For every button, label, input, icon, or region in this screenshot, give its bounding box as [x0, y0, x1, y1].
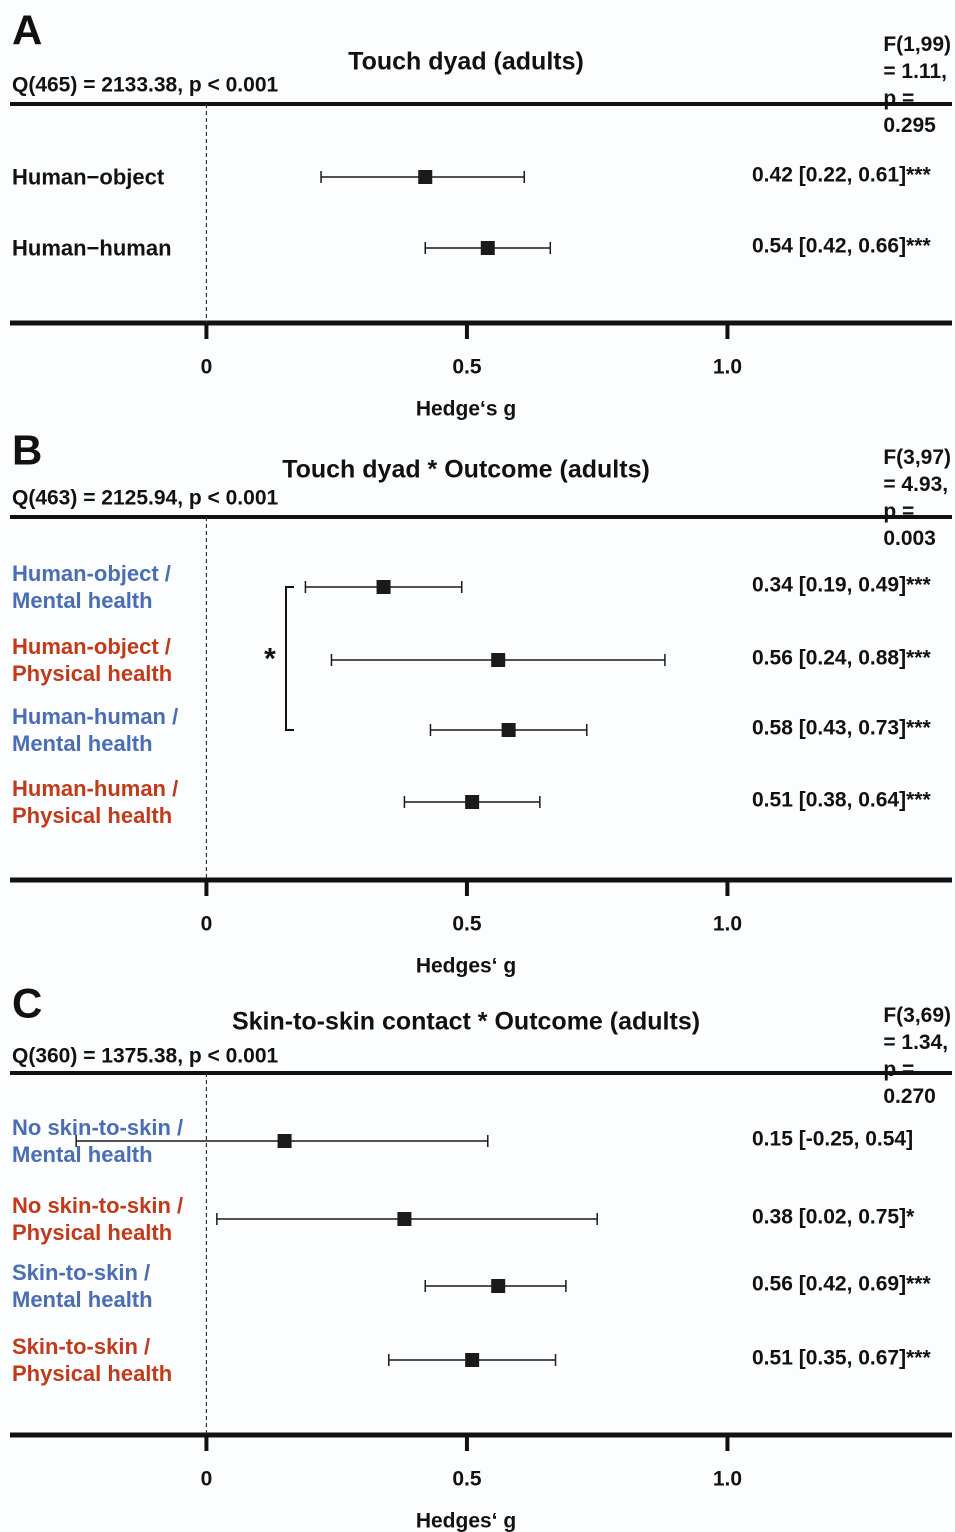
bracket-label: *: [264, 642, 276, 675]
value-label: 0.15 [-0.25, 0.54]: [752, 1127, 914, 1151]
x-tick-label: 1.0: [712, 912, 743, 936]
x-axis-label: Hedges‘ g: [415, 1509, 517, 1532]
panel-letter: A: [12, 6, 43, 54]
value-label: 0.54 [0.42, 0.66]***: [752, 234, 931, 258]
x-tick-label: 0.5: [452, 355, 482, 379]
stats-right: F(3,69) = 1.34, p = 0.270: [883, 1004, 951, 1108]
x-tick-label: 0.5: [452, 912, 482, 936]
x-tick-label: 0.5: [452, 1467, 482, 1491]
point-estimate: [397, 1212, 412, 1226]
x-tick-label: 0: [200, 912, 213, 936]
point-estimate: [491, 1279, 506, 1293]
row-label: Skin-to-skin / Physical health: [12, 1334, 173, 1386]
point-estimate: [418, 170, 433, 184]
value-label: 0.51 [0.38, 0.64]***: [752, 788, 931, 812]
x-tick-label: 1.0: [712, 1467, 743, 1491]
x-axis-label: Hedges‘ g: [415, 954, 517, 978]
stats-left: Q(465) = 2133.38, p < 0.001: [12, 73, 279, 97]
row-label: Skin-to-skin / Mental health: [12, 1260, 153, 1312]
panel-letter: B: [12, 426, 43, 474]
panel-title: Skin-to-skin contact * Outcome (adults): [231, 1007, 701, 1036]
value-label: 0.56 [0.24, 0.88]***: [752, 646, 931, 670]
value-label: 0.42 [0.22, 0.61]***: [752, 163, 931, 187]
panel-title: Touch dyad (adults): [348, 47, 584, 76]
x-tick-label: 1.0: [712, 355, 743, 379]
stats-left: Q(360) = 1375.38, p < 0.001: [12, 1044, 279, 1068]
x-tick-label: 0: [200, 1467, 213, 1491]
row-label: Human−human: [12, 235, 172, 261]
value-label: 0.58 [0.43, 0.73]***: [752, 716, 931, 740]
row-label: Human-object / Mental health: [12, 561, 171, 613]
row-label: Human-human / Physical health: [12, 776, 179, 828]
row-label: No skin-to-skin / Mental health: [12, 1115, 184, 1167]
value-label: 0.38 [0.02, 0.75]*: [752, 1205, 915, 1229]
value-label: 0.56 [0.42, 0.69]***: [752, 1272, 931, 1296]
significance-bracket: [285, 586, 294, 731]
value-label: 0.34 [0.19, 0.49]***: [752, 573, 931, 597]
stats-right: F(1,99) = 1.11, p = 0.295: [883, 33, 951, 137]
stats-left: Q(463) = 2125.94, p < 0.001: [12, 486, 279, 510]
row-label: Human-object / Physical health: [12, 634, 173, 686]
panel-letter: C: [12, 979, 43, 1027]
point-estimate: [501, 723, 516, 737]
row-label: No skin-to-skin / Physical health: [12, 1193, 184, 1245]
row-label: Human-human / Mental health: [12, 704, 179, 756]
panel-title: Touch dyad * Outcome (adults): [282, 455, 650, 484]
point-estimate: [491, 653, 506, 667]
stats-right: F(3,97) = 4.93, p = 0.003: [883, 446, 951, 550]
row-label: Human−object: [12, 164, 165, 190]
point-estimate: [465, 795, 480, 809]
value-label: 0.51 [0.35, 0.67]***: [752, 1346, 931, 1370]
point-estimate: [376, 580, 391, 594]
x-tick-label: 0: [200, 355, 213, 379]
x-axis-label: Hedge‘s g: [415, 397, 517, 421]
point-estimate: [480, 241, 495, 255]
point-estimate: [277, 1134, 292, 1148]
point-estimate: [465, 1353, 480, 1367]
